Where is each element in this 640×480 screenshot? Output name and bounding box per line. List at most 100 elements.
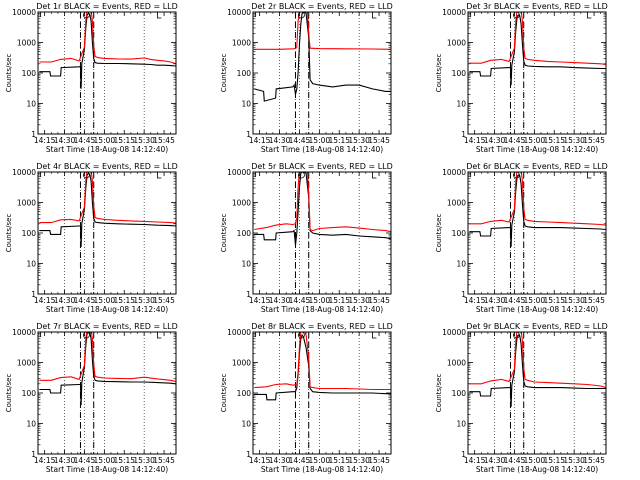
y-tick-label: 100 [237, 389, 252, 398]
y-tick-label: 1 [31, 450, 36, 459]
x-tick-label: 15:15 [113, 296, 135, 305]
panel-title: Det 4r BLACK = Events, RED = LLD [36, 162, 178, 171]
x-tick-label: 14:30 [269, 136, 291, 145]
x-tick-label: 14:45 [74, 136, 96, 145]
x-tick-label: 14:15 [249, 456, 271, 465]
y-tick-label: 1000 [447, 39, 466, 48]
y-tick-label: 10000 [12, 8, 36, 17]
x-tick-label: 15:45 [583, 136, 605, 145]
y-tick-label: 10000 [442, 168, 466, 177]
x-tick-label: 15:15 [543, 136, 565, 145]
lld-line [469, 172, 606, 226]
x-axis-label: Start Time (18-Aug-08 14:12:40) [46, 145, 168, 154]
x-axis-label: Start Time (18-Aug-08 14:12:40) [261, 465, 383, 474]
x-tick-label: 15:30 [133, 136, 155, 145]
x-tick-label: 15:30 [563, 136, 585, 145]
x-tick-label: 14:15 [464, 456, 486, 465]
x-tick-label: 15:15 [543, 296, 565, 305]
y-tick-label: 1000 [447, 359, 466, 368]
y-tick-label: 10 [456, 100, 466, 109]
y-tick-label: 1 [31, 130, 36, 139]
x-axis-label: Start Time (18-Aug-08 14:12:40) [46, 305, 168, 314]
y-tick-label: 10 [456, 260, 466, 269]
x-tick-label: 15:45 [583, 296, 605, 305]
x-tick-label: 15:15 [328, 456, 350, 465]
detector-panel: Det 8r BLACK = Events, RED = LLD 1 10 100 10… [220, 322, 393, 474]
y-tick-label: 10 [26, 100, 36, 109]
x-tick-label: 14:30 [54, 456, 76, 465]
x-tick-label: 14:30 [54, 136, 76, 145]
y-tick-label: 10000 [442, 328, 466, 337]
panel-title: Det 6r BLACK = Events, RED = LLD [466, 162, 608, 171]
y-tick-label: 1 [461, 290, 466, 299]
lld-line [469, 332, 606, 389]
detector-panel: Det 9r BLACK = Events, RED = LLD 1 10 100 10… [435, 322, 608, 474]
panel-title: Det 3r BLACK = Events, RED = LLD [466, 2, 608, 11]
x-tick-label: 15:30 [348, 456, 370, 465]
x-tick-label: 14:15 [34, 456, 56, 465]
x-axis-label: Start Time (18-Aug-08 14:12:40) [476, 465, 598, 474]
x-tick-label: 14:30 [54, 296, 76, 305]
x-tick-label: 14:15 [249, 136, 271, 145]
lld-line [39, 332, 176, 382]
events-line [254, 333, 391, 401]
x-tick-label: 15:00 [309, 456, 331, 465]
detector-panel: Det 3r BLACK = Events, RED = LLD 1 10 100 10… [435, 2, 608, 154]
y-tick-label: 1 [461, 450, 466, 459]
x-tick-label: 15:30 [348, 136, 370, 145]
x-tick-label: 14:45 [504, 296, 526, 305]
x-tick-label: 14:45 [74, 296, 96, 305]
x-axis-label: Start Time (18-Aug-08 14:12:40) [476, 145, 598, 154]
x-tick-label: 14:30 [484, 296, 506, 305]
panels: Det 1r BLACK = Events, RED = LLD 1 10 100 10… [5, 2, 608, 474]
x-tick-label: 15:45 [153, 456, 175, 465]
y-tick-label: 1000 [17, 199, 36, 208]
y-tick-label: 10 [26, 260, 36, 269]
detector-panel: Det 7r BLACK = Events, RED = LLD 1 10 100 10… [5, 322, 178, 474]
x-tick-label: 15:00 [309, 136, 331, 145]
y-tick-label: 10000 [442, 8, 466, 17]
y-axis-label: Counts/sec [435, 374, 443, 413]
y-tick-label: 10 [241, 100, 251, 109]
y-tick-label: 10000 [12, 168, 36, 177]
x-tick-label: 15:30 [563, 456, 585, 465]
x-tick-label: 14:15 [464, 296, 486, 305]
y-tick-label: 100 [22, 69, 37, 78]
x-tick-label: 15:15 [543, 456, 565, 465]
y-axis-label: Counts/sec [220, 54, 228, 93]
x-tick-label: 15:00 [524, 296, 546, 305]
x-tick-label: 15:00 [94, 296, 116, 305]
detector-panel: Det 6r BLACK = Events, RED = LLD 1 10 100 10… [435, 162, 608, 314]
y-axis-label: Counts/sec [5, 374, 13, 413]
detector-panel: Det 5r BLACK = Events, RED = LLD 1 10 100 10… [220, 162, 393, 314]
traces [254, 12, 391, 102]
x-tick-label: 15:00 [94, 456, 116, 465]
y-tick-label: 1000 [17, 359, 36, 368]
x-tick-label: 15:45 [583, 456, 605, 465]
x-tick-label: 15:15 [328, 136, 350, 145]
x-tick-label: 14:45 [289, 136, 311, 145]
x-tick-label: 14:30 [269, 296, 291, 305]
y-tick-label: 100 [22, 389, 37, 398]
lld-line [39, 172, 176, 224]
x-tick-label: 15:30 [133, 296, 155, 305]
y-tick-label: 1000 [232, 199, 251, 208]
x-tick-label: 15:30 [563, 296, 585, 305]
y-tick-label: 1 [31, 290, 36, 299]
x-tick-label: 15:45 [153, 296, 175, 305]
lld-line [254, 172, 391, 233]
x-tick-label: 15:45 [368, 456, 390, 465]
y-tick-label: 10 [456, 420, 466, 429]
x-tick-label: 14:30 [484, 136, 506, 145]
x-tick-label: 15:45 [368, 136, 390, 145]
panel-title: Det 8r BLACK = Events, RED = LLD [251, 322, 393, 331]
lld-line [39, 12, 176, 65]
y-tick-label: 1 [461, 130, 466, 139]
x-axis-label: Start Time (18-Aug-08 14:12:40) [261, 305, 383, 314]
x-tick-label: 15:30 [348, 296, 370, 305]
y-tick-label: 100 [237, 229, 252, 238]
x-tick-label: 15:00 [524, 136, 546, 145]
y-tick-label: 10000 [12, 328, 36, 337]
x-tick-label: 15:45 [368, 296, 390, 305]
